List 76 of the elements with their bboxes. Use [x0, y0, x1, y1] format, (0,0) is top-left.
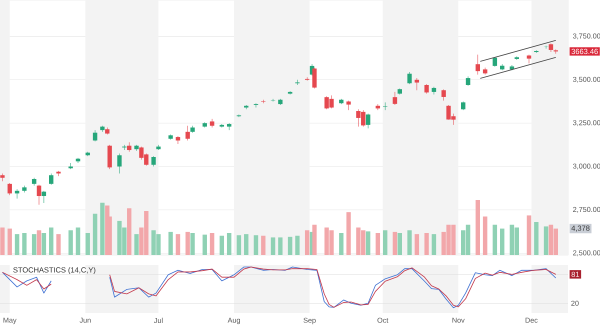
- bar: [42, 233, 46, 255]
- candlestick: [414, 78, 420, 90]
- bar: [534, 222, 539, 255]
- bar: [407, 230, 412, 255]
- bar: [382, 230, 388, 255]
- bar: [392, 232, 398, 255]
- candlestick: [312, 67, 317, 89]
- candlestick: [56, 170, 61, 176]
- bar: [0, 228, 5, 255]
- candlestick: [127, 142, 132, 152]
- bar: [398, 233, 402, 255]
- candlestick: [49, 173, 54, 186]
- bar: [500, 228, 504, 255]
- candlestick: [108, 144, 112, 170]
- bar: [288, 236, 292, 255]
- candlestick: [151, 156, 156, 167]
- bar: [482, 216, 488, 255]
- bar: [22, 233, 27, 255]
- bar: [8, 228, 12, 255]
- bar: [492, 224, 498, 255]
- candlestick: [366, 113, 370, 129]
- bar: [32, 234, 36, 255]
- candlestick: [407, 72, 412, 84]
- bar: [261, 236, 266, 255]
- candlestick: [176, 136, 180, 144]
- bar: [526, 215, 532, 255]
- candlestick: [0, 173, 5, 182]
- candlestick: [432, 86, 436, 95]
- bar: [432, 234, 436, 255]
- bar: [476, 200, 480, 255]
- bar: [254, 235, 258, 255]
- bar: [86, 233, 90, 255]
- candlestick: [8, 182, 12, 196]
- bar: [278, 237, 283, 255]
- bar: [220, 236, 224, 255]
- bar: [544, 226, 548, 255]
- bar: [312, 224, 317, 255]
- bar: [100, 202, 105, 255]
- bar: [236, 235, 242, 255]
- candlestick: [36, 184, 42, 205]
- bar: [226, 233, 232, 255]
- candlestick: [476, 54, 480, 75]
- bar: [14, 234, 20, 255]
- bar: [36, 230, 42, 255]
- bar: [76, 228, 80, 255]
- bar: [127, 208, 132, 255]
- bar: [339, 233, 344, 255]
- bar: [424, 233, 429, 255]
- bar: [295, 236, 300, 255]
- bar: [210, 233, 214, 255]
- bar: [366, 231, 370, 255]
- candlestick: [346, 100, 351, 110]
- bar: [414, 234, 420, 255]
- candlestick: [424, 84, 429, 94]
- candlestick: [92, 130, 98, 142]
- candlestick: [441, 89, 446, 101]
- bar: [270, 237, 276, 255]
- bar: [244, 234, 248, 255]
- bar: [92, 214, 98, 255]
- candlestick: [42, 190, 46, 204]
- bar: [49, 228, 54, 255]
- bar: [68, 230, 73, 255]
- bar: [56, 234, 61, 255]
- bar: [168, 232, 173, 255]
- bar: [376, 233, 380, 255]
- candlestick: [14, 188, 20, 199]
- bar: [346, 212, 351, 255]
- candlestick: [466, 76, 470, 86]
- candlestick: [392, 92, 398, 106]
- bar: [190, 233, 195, 255]
- bar: [304, 230, 310, 255]
- bar: [186, 232, 190, 255]
- bar: [134, 234, 139, 255]
- bar: [202, 234, 207, 255]
- bar: [176, 234, 180, 255]
- candlestick: [186, 125, 190, 141]
